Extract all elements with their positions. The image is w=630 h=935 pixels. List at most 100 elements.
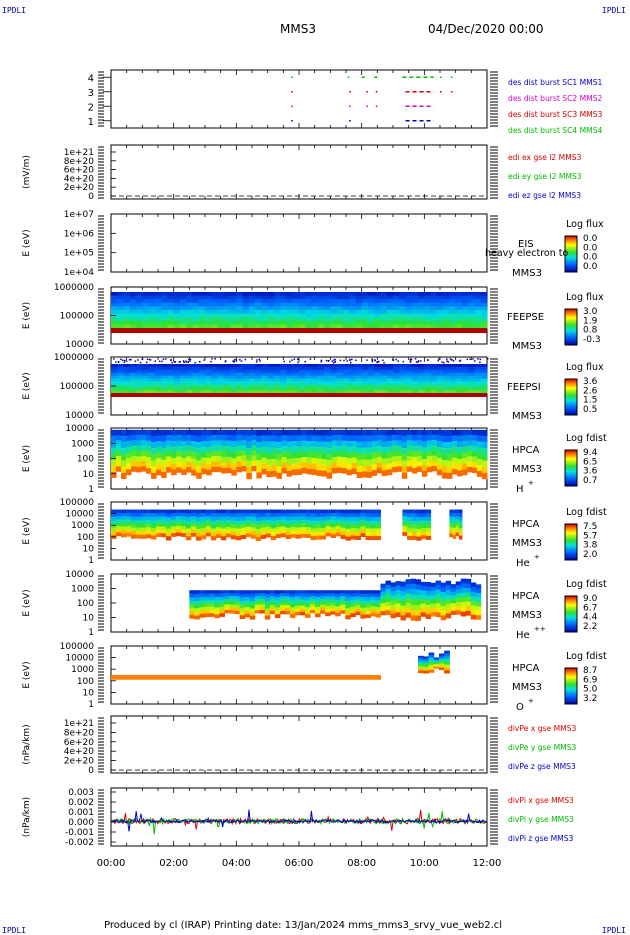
hpca_he-spectrogram-cell xyxy=(170,523,177,527)
feepse-spectrogram-cell xyxy=(255,306,262,311)
feepsi-spectrogram-speck xyxy=(188,358,190,361)
feepse-spectrogram-cell xyxy=(242,324,250,329)
hpca_hepp-spectrogram-cell xyxy=(320,601,326,606)
feepsi-spectrogram-cell xyxy=(455,372,463,377)
hpca_h-spectrogram-cell xyxy=(336,451,343,457)
hpca_h-spectrogram-cell xyxy=(196,460,202,467)
hpca_h-spectrogram-cell xyxy=(481,454,488,461)
hpca_he-spectrogram-cell xyxy=(120,509,127,514)
hpca_he-spectrogram-cell xyxy=(407,517,413,522)
hpca_hepp-spectrogram-cell xyxy=(325,612,331,617)
feepse-ylabel: E (eV) xyxy=(22,302,32,329)
hpca_he-ylabel: E (eV) xyxy=(22,517,32,544)
hpca_he-spectrogram-cell xyxy=(320,524,327,529)
feepse-spectrogram-cell xyxy=(468,292,476,297)
hpca_o-spectrogram-cell xyxy=(433,660,440,663)
hpca_he-spectrogram-cell xyxy=(365,532,371,537)
hpca_hepp-spectrogram-cell xyxy=(279,599,286,603)
hpca_he-spectrogram-cell xyxy=(340,531,347,536)
hpca_h-spectrogram-cell xyxy=(166,451,172,457)
feepsi-spectrogram-speck xyxy=(211,358,213,360)
hpca_hepp-spectrogram-cell xyxy=(204,610,210,614)
hpca_h-spectrogram-cell xyxy=(196,454,202,461)
hpca_h-spectrogram-cell xyxy=(376,440,383,447)
feepsi-spectrogram-cell xyxy=(205,384,212,388)
hpca_h-spectrogram-cell xyxy=(406,461,413,467)
hpca_he-spectrogram-cell xyxy=(345,528,352,533)
hpca_h-spectrogram-cell xyxy=(231,464,237,470)
hpca_he-spectrogram-cell xyxy=(250,527,257,532)
hpca_he-spectrogram-cell xyxy=(425,520,432,525)
hpca_hepp-spectrogram-cell xyxy=(204,593,210,598)
feepsi-spectrogram-cell xyxy=(449,372,457,377)
hpca_hepp-spectrogram-cell xyxy=(239,597,246,602)
feepse-spectrogram-cell xyxy=(405,313,413,318)
hpca_he-spectrogram-cell xyxy=(235,532,242,537)
feepsi-spectrogram-cell xyxy=(292,378,300,382)
feepse-spectrogram-cell xyxy=(192,313,200,318)
hpca_o-spectrogram-cell xyxy=(418,655,424,659)
hpca_h-spectrogram-cell xyxy=(131,440,137,446)
feepse-spectrogram-cell xyxy=(380,310,388,315)
hpca_hepp-spectrogram-cell xyxy=(299,599,306,604)
hpca_hepp-spectrogram-cell xyxy=(375,610,381,615)
feepsi-spectrogram-cell xyxy=(261,384,269,388)
hpca_hepp-spectrogram-cell xyxy=(440,587,447,593)
feepse-spectrogram-cell xyxy=(161,310,168,315)
feepse-spectrogram-cell xyxy=(261,295,269,300)
hpca_h-spectrogram-cell xyxy=(121,448,127,455)
hpca_he-spectrogram-cell xyxy=(315,528,322,533)
feepsi-spectrogram-cell xyxy=(311,366,319,371)
hpca_h-colorbar-title: Log fdist xyxy=(566,433,607,444)
hpca_he-spectrogram-cell xyxy=(190,522,197,527)
feepsi-spectrogram-cell xyxy=(148,372,156,377)
feepsi-spectrogram-cell xyxy=(248,378,256,382)
hpca_h-spectrogram-cell xyxy=(146,446,152,452)
hpca_h-spectrogram-cell xyxy=(151,448,157,455)
feepsi-spectrogram-cell xyxy=(205,390,212,394)
corner-label-bottom-left: IPDLI xyxy=(2,926,27,935)
hpca_he-spectrogram-cell xyxy=(355,535,362,540)
hpca_hepp-spectrogram-cell xyxy=(430,607,437,613)
hpca_he-spectrogram-cell xyxy=(340,535,347,540)
divpe-ytick-label: 0 xyxy=(88,766,94,776)
hpca_he-spectrogram-cell xyxy=(320,509,327,514)
hpca_he-spectrogram-cell xyxy=(150,531,157,536)
hpca_hepp-spectrogram-cell xyxy=(470,605,477,611)
hpca_hepp-spectrogram-cell xyxy=(370,593,376,598)
hpca_h-spectrogram-cell xyxy=(451,440,458,447)
hpca_he-spectrogram-cell xyxy=(210,536,217,541)
feepsi-spectrogram-cell xyxy=(192,378,200,382)
feepse-spectrogram-cell xyxy=(217,292,225,297)
hpca_he-spectrogram-cell xyxy=(350,531,357,536)
feepsi-spectrogram-speck xyxy=(452,360,455,362)
feepse-spectrogram-cell xyxy=(267,299,275,304)
hpca_he-spectrogram-cell xyxy=(240,509,247,514)
hpca_he-spectrogram-cell xyxy=(402,528,408,533)
hpca_hepp-spectrogram-cell xyxy=(345,611,351,616)
hpca_h-spectrogram-cell xyxy=(461,452,468,459)
hpca_hepp-spectrogram-cell xyxy=(340,610,346,614)
hpca_h-spectrogram-cell xyxy=(236,429,242,436)
feepsi-spectrogram-cell xyxy=(449,378,457,382)
hpca_h-spectrogram-cell xyxy=(291,463,297,470)
hpca_hepp-spectrogram-cell xyxy=(194,597,200,602)
hpca_he-spectrogram-cell xyxy=(275,516,282,521)
feepsi-spectrogram-cell xyxy=(342,384,350,388)
feepsi-spectrogram-cell xyxy=(474,390,482,394)
feepse-spectrogram-cell xyxy=(242,320,250,325)
hpca_hepp-spectrogram-cell xyxy=(385,580,391,586)
eis-ylabel: E (eV) xyxy=(22,229,32,256)
divpi-series-x xyxy=(110,809,487,831)
feepsi-spectrogram-cell xyxy=(154,378,162,382)
feepsi-spectrogram-cell xyxy=(179,384,187,388)
feepsi-spectrogram-cell xyxy=(230,381,237,385)
hpca_he-spectrogram-cell xyxy=(230,531,237,536)
feepse-spectrogram-cell xyxy=(117,313,125,318)
hpca_h-spectrogram-cell xyxy=(176,451,182,457)
hpca_hepp-spectrogram-cell xyxy=(460,611,467,617)
feepsi-spectrogram-cell xyxy=(167,375,175,380)
feepse-spectrogram-cell xyxy=(299,310,306,315)
feepsi-spectrogram-cell xyxy=(474,372,482,377)
feepsi-spectrogram-cell xyxy=(374,372,382,377)
